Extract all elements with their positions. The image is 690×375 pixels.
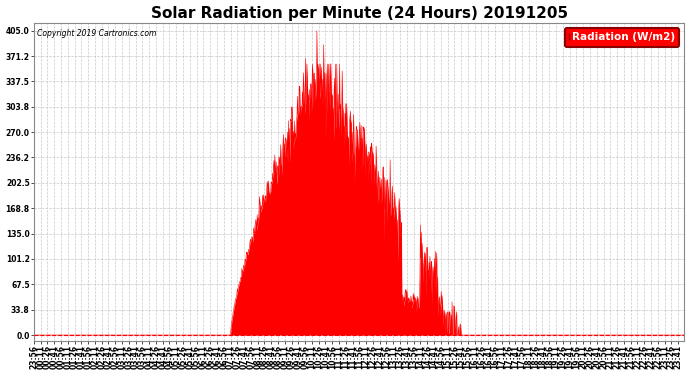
Text: Copyright 2019 Cartronics.com: Copyright 2019 Cartronics.com — [37, 30, 157, 39]
Title: Solar Radiation per Minute (24 Hours) 20191205: Solar Radiation per Minute (24 Hours) 20… — [150, 6, 568, 21]
Legend: Radiation (W/m2): Radiation (W/m2) — [564, 28, 679, 46]
